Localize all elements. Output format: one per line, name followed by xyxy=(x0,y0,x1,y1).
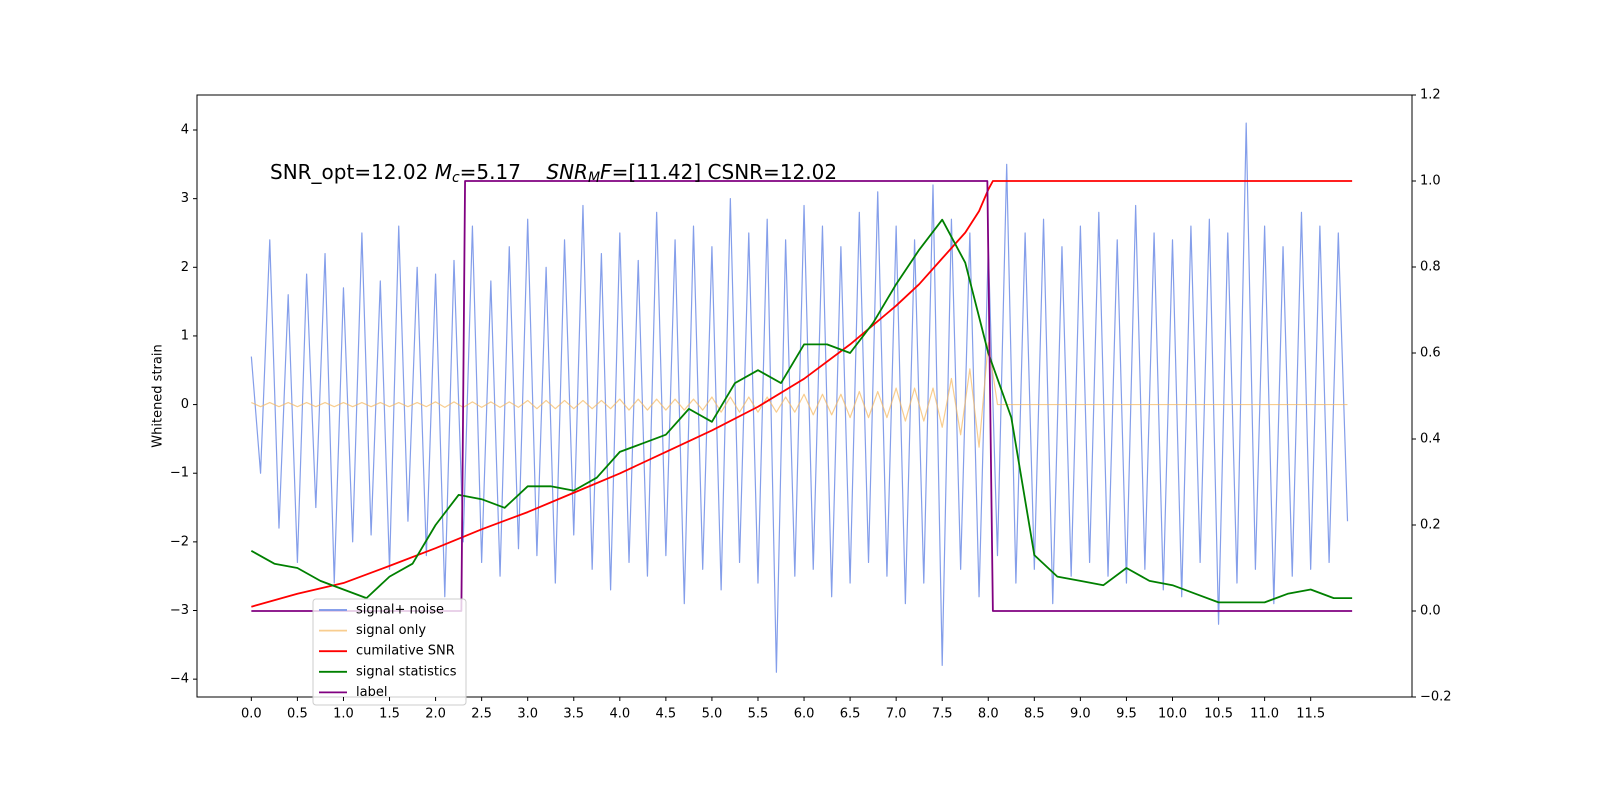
x-tick-label: 2.5 xyxy=(471,707,492,722)
x-tick-label: 7.0 xyxy=(886,707,907,722)
legend-label: signal statistics xyxy=(356,664,457,679)
x-tick-label: 8.0 xyxy=(978,707,999,722)
x-tick-label: 5.5 xyxy=(748,707,769,722)
legend-label: label xyxy=(356,685,387,700)
x-tick-label: 11.0 xyxy=(1250,707,1279,722)
y-tick-label: 3 xyxy=(181,191,189,206)
y-tick-label: 1 xyxy=(181,328,189,343)
x-tick-label: 7.5 xyxy=(932,707,953,722)
y-tick-label: 2 xyxy=(181,260,189,275)
legend-label: cumilative SNR xyxy=(356,644,455,659)
y2-tick-label: −0.2 xyxy=(1420,690,1452,705)
x-tick-label: 10.0 xyxy=(1158,707,1187,722)
y2-tick-label: 1.2 xyxy=(1420,88,1441,103)
x-tick-label: 3.5 xyxy=(563,707,584,722)
x-tick-label: 1.0 xyxy=(333,707,354,722)
y-axis-label: Whitened strain xyxy=(151,344,166,447)
y2-tick-label: 0.2 xyxy=(1420,518,1441,533)
y2-tick-label: 0.0 xyxy=(1420,604,1441,619)
y-tick-label: −3 xyxy=(170,603,189,618)
annotation: SNR_opt=12.02 Mc=5.17 SNRMF=[11.42] CSNR… xyxy=(270,160,837,187)
legend-box xyxy=(312,598,467,706)
y-tick-label: 0 xyxy=(181,397,189,412)
legend-label: signal+ noise xyxy=(356,603,444,618)
x-tick-label: 9.5 xyxy=(1116,707,1137,722)
series-line xyxy=(250,218,1353,604)
series-line xyxy=(251,342,1348,448)
series-line xyxy=(251,180,1353,608)
x-tick-label: 6.5 xyxy=(840,707,861,722)
x-tick-label: 3.0 xyxy=(517,707,538,722)
x-tick-label: 6.0 xyxy=(794,707,815,722)
y2-tick-label: 0.8 xyxy=(1420,260,1441,275)
x-tick-label: 1.5 xyxy=(379,707,400,722)
x-tick-label: 4.0 xyxy=(609,707,630,722)
y-tick-label: −4 xyxy=(170,672,189,687)
x-tick-label: 10.5 xyxy=(1204,707,1233,722)
x-tick-label: 0.5 xyxy=(287,707,308,722)
series-line xyxy=(250,122,1349,673)
y2-tick-label: 0.6 xyxy=(1420,346,1441,361)
y2-tick-label: 1.0 xyxy=(1420,174,1441,189)
y-tick-label: −1 xyxy=(170,466,189,481)
x-tick-label: 9.0 xyxy=(1070,707,1091,722)
x-tick-label: 11.5 xyxy=(1296,707,1325,722)
x-tick-label: 8.5 xyxy=(1024,707,1045,722)
x-tick-label: 5.0 xyxy=(702,707,723,722)
y-tick-label: 4 xyxy=(181,123,189,138)
y2-tick-label: 0.4 xyxy=(1420,432,1441,447)
plot-area xyxy=(250,122,1353,673)
y-tick-label: −2 xyxy=(170,534,189,549)
legend: signal+ noise signal only cumilative SNR si… xyxy=(312,598,467,706)
x-tick-label: 4.5 xyxy=(656,707,677,722)
x-tick-label: 2.0 xyxy=(425,707,446,722)
x-tick-label: 0.0 xyxy=(241,707,262,722)
legend-label: signal only xyxy=(356,623,426,638)
